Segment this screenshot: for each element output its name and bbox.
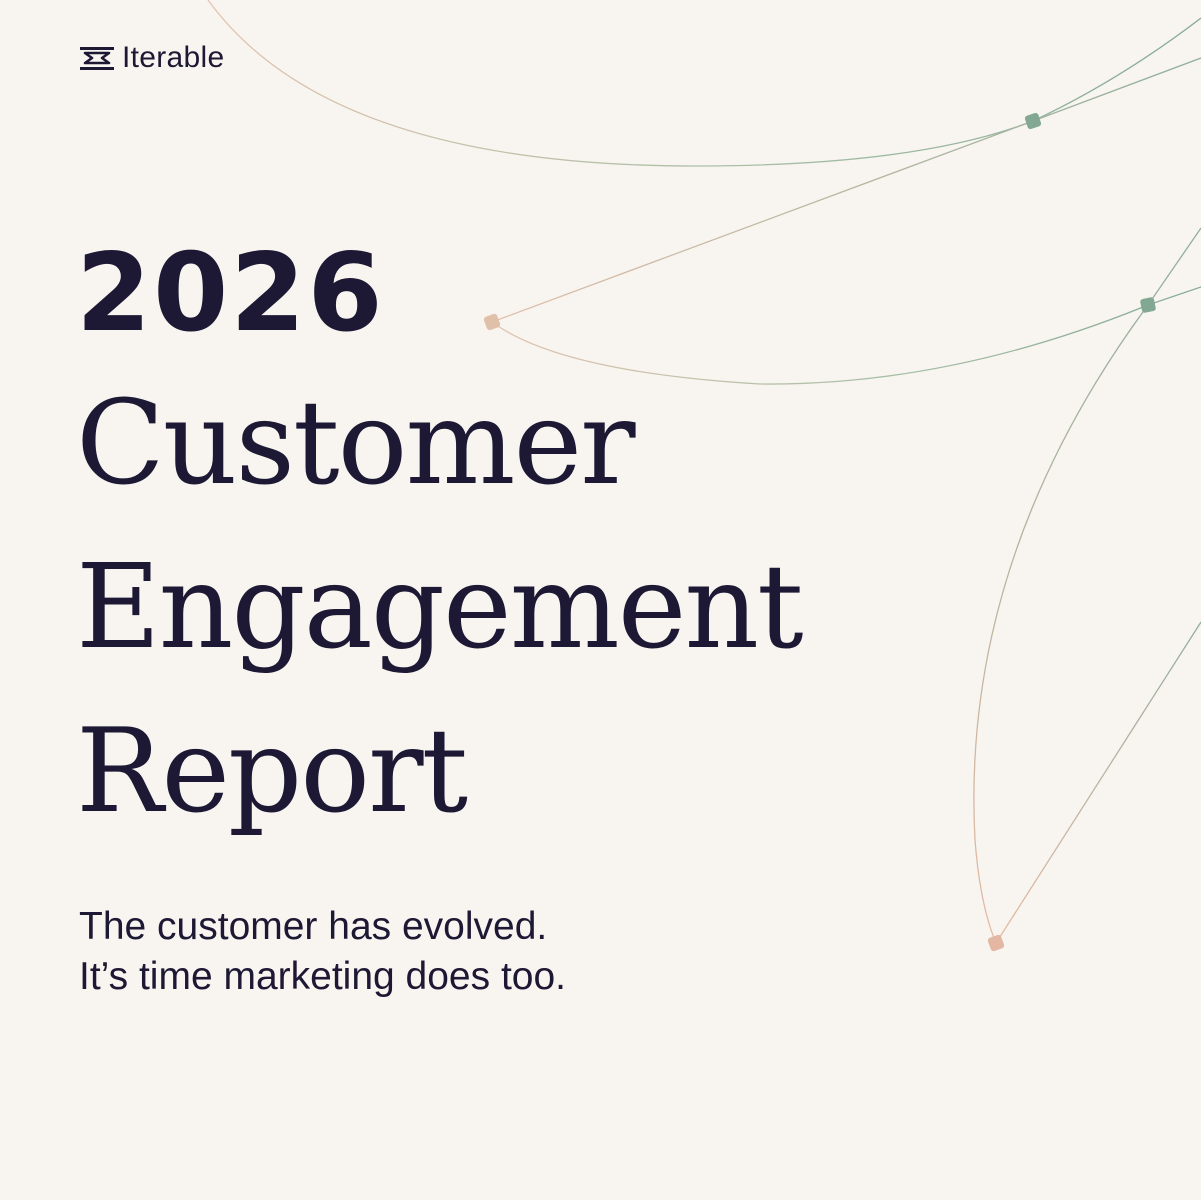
title-line-report: Report <box>76 704 468 839</box>
line-bottom-diagonal <box>995 621 1201 944</box>
report-year: 2026 <box>76 231 385 356</box>
title-line-customer: Customer <box>76 376 636 511</box>
iterable-logo-icon <box>80 47 114 70</box>
brand-logo[interactable]: Iterable <box>80 38 224 78</box>
node-top-right <box>1024 112 1042 130</box>
report-subtitle: The customer has evolved. It’s time mark… <box>79 902 566 1002</box>
node-bottom <box>987 934 1005 952</box>
curve-right-long <box>973 227 1201 944</box>
title-line-engagement: Engagement <box>76 540 804 675</box>
curve-middle-arc <box>491 286 1201 385</box>
report-title: 2026 Customer Engagement Report <box>76 231 804 854</box>
subtitle-line-1: The customer has evolved. <box>79 905 548 948</box>
node-middle-right <box>1140 297 1156 313</box>
curve-top-arc <box>207 0 1201 167</box>
brand-name: Iterable <box>122 41 225 74</box>
node-left <box>483 313 501 331</box>
subtitle-line-2: It’s time marketing does too. <box>79 955 567 998</box>
